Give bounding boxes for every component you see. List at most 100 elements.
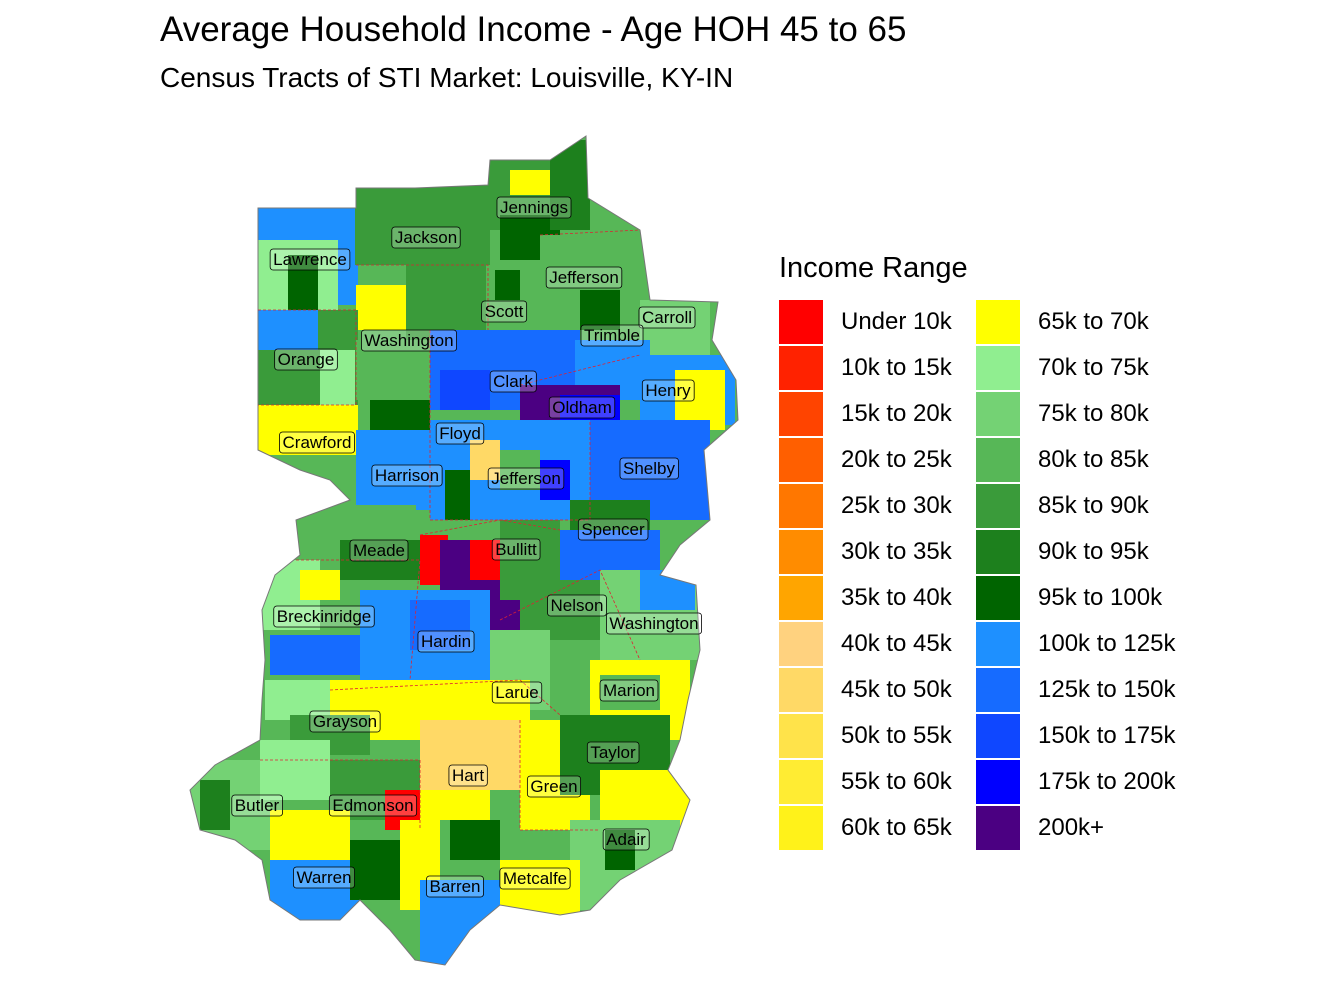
legend-label: 150k to 175k	[1038, 722, 1176, 749]
county-label: Hart	[448, 764, 488, 787]
map-title: Average Household Income - Age HOH 45 to…	[160, 10, 907, 49]
tract-carroll	[640, 300, 710, 360]
county-label: Edmonson	[328, 794, 418, 817]
county-label: Meade	[349, 539, 409, 562]
county-label-text: Carroll	[642, 308, 692, 327]
county-label-box	[435, 422, 485, 445]
legend-swatch	[976, 300, 1020, 344]
county-label-text: Floyd	[439, 424, 481, 443]
tract-edmonson-yellow	[420, 790, 490, 820]
county-label-box	[526, 775, 582, 798]
tract-downtown-yellow	[470, 440, 500, 480]
legend-swatch	[779, 668, 823, 712]
county-label-text: Harrison	[375, 466, 439, 485]
county-label-text: Meade	[353, 541, 405, 560]
county-label: Butler	[231, 794, 283, 817]
county-label-box	[293, 866, 355, 889]
county-label-box	[279, 431, 355, 454]
county-label: Jefferson	[487, 467, 565, 490]
county-label: Carroll	[638, 306, 696, 329]
county-label-text: Breckinridge	[277, 607, 372, 626]
county-label: Clark	[489, 370, 537, 393]
county-label-box	[599, 679, 659, 702]
county-label: Larue	[491, 681, 543, 704]
county-label-box	[489, 370, 537, 393]
county-label-box	[580, 324, 644, 347]
tract-downtown-blue	[540, 460, 570, 500]
legend-label: 90k to 95k	[1038, 538, 1149, 565]
county-label: Henry	[641, 379, 695, 402]
legend-swatch	[779, 300, 823, 344]
county-label-text: Henry	[645, 381, 691, 400]
tract-downtown-green	[500, 450, 540, 490]
legend-item: 75k to 80k	[976, 392, 1176, 438]
legend-label: Under 10k	[841, 308, 952, 335]
county-label-text: Jennings	[500, 198, 568, 217]
legend-label: 10k to 15k	[841, 354, 952, 381]
county-label-box	[349, 539, 409, 562]
legend-swatch	[779, 806, 823, 850]
tract-hardin-mid	[410, 600, 470, 650]
legend-swatch	[779, 576, 823, 620]
county-label-box	[309, 710, 381, 733]
tract-scott-dark	[495, 270, 520, 300]
county-label-text: Oldham	[552, 398, 612, 417]
county-label: Washington	[361, 329, 457, 352]
county-label: Adair	[602, 828, 650, 851]
tract-lawrence-dark	[288, 255, 318, 310]
county-label-text: Jefferson	[549, 268, 619, 287]
county-label-box	[448, 764, 488, 787]
border-green	[519, 720, 600, 831]
region-outline	[189, 135, 739, 966]
county-label-text: Edmonson	[332, 796, 413, 815]
county-label-text: Scott	[485, 302, 524, 321]
county-label-box	[231, 794, 283, 817]
legend-item: 70k to 75k	[976, 346, 1176, 392]
legend-swatch	[976, 806, 1020, 850]
county-label-text: Grayson	[313, 712, 377, 731]
tract-orange-blue	[258, 310, 318, 350]
legend-label: 100k to 125k	[1038, 630, 1176, 657]
county-label-text: Washington	[364, 331, 453, 350]
legend-item: 30k to 35k	[779, 530, 979, 576]
legend-item: Under 10k	[779, 300, 979, 346]
county-label-text: Metcalfe	[503, 869, 567, 888]
border-jefferson-in	[539, 229, 641, 236]
county-label-text: Lawrence	[273, 250, 347, 269]
county-label-box	[481, 300, 528, 323]
tract-harrison-north	[356, 340, 436, 400]
border-orange	[258, 309, 357, 406]
legend-label: 70k to 75k	[1038, 354, 1149, 381]
legend-title: Income Range	[779, 252, 968, 284]
county-borders	[258, 229, 641, 831]
county-label-text: Shelby	[623, 459, 675, 478]
tract-washington-in-yellow	[356, 285, 406, 330]
county-label-text: Marion	[603, 681, 655, 700]
legend-label: 200k+	[1038, 814, 1105, 841]
tract-breckinridge-yellow	[300, 570, 340, 600]
county-label: Breckinridge	[273, 605, 375, 628]
county-label-text: Taylor	[590, 743, 636, 762]
tract-butler-dark	[200, 780, 230, 830]
legend-swatch	[976, 576, 1020, 620]
legend-swatch	[976, 484, 1020, 528]
border-bullitt	[419, 519, 561, 536]
legend-item: 80k to 85k	[976, 438, 1176, 484]
county-label-box	[586, 741, 640, 764]
legend-label: 50k to 55k	[841, 722, 952, 749]
legend-label: 30k to 35k	[841, 538, 952, 565]
county-label-box	[487, 467, 565, 490]
county-label-box	[638, 306, 696, 329]
legend-swatch	[976, 346, 1020, 390]
legend-swatch	[779, 760, 823, 804]
county-label-box	[371, 464, 443, 487]
legend-label: 75k to 80k	[1038, 400, 1149, 427]
border-jefferson-ky	[429, 330, 591, 521]
county-label-text: Nelson	[551, 596, 604, 615]
county-label-text: Green	[530, 777, 577, 796]
county-label-box	[548, 396, 616, 419]
legend-item: 65k to 70k	[976, 300, 1176, 346]
legend-item: 40k to 45k	[779, 622, 979, 668]
legend-item: 90k to 95k	[976, 530, 1176, 576]
tract-washington-ky-blue	[640, 570, 695, 610]
